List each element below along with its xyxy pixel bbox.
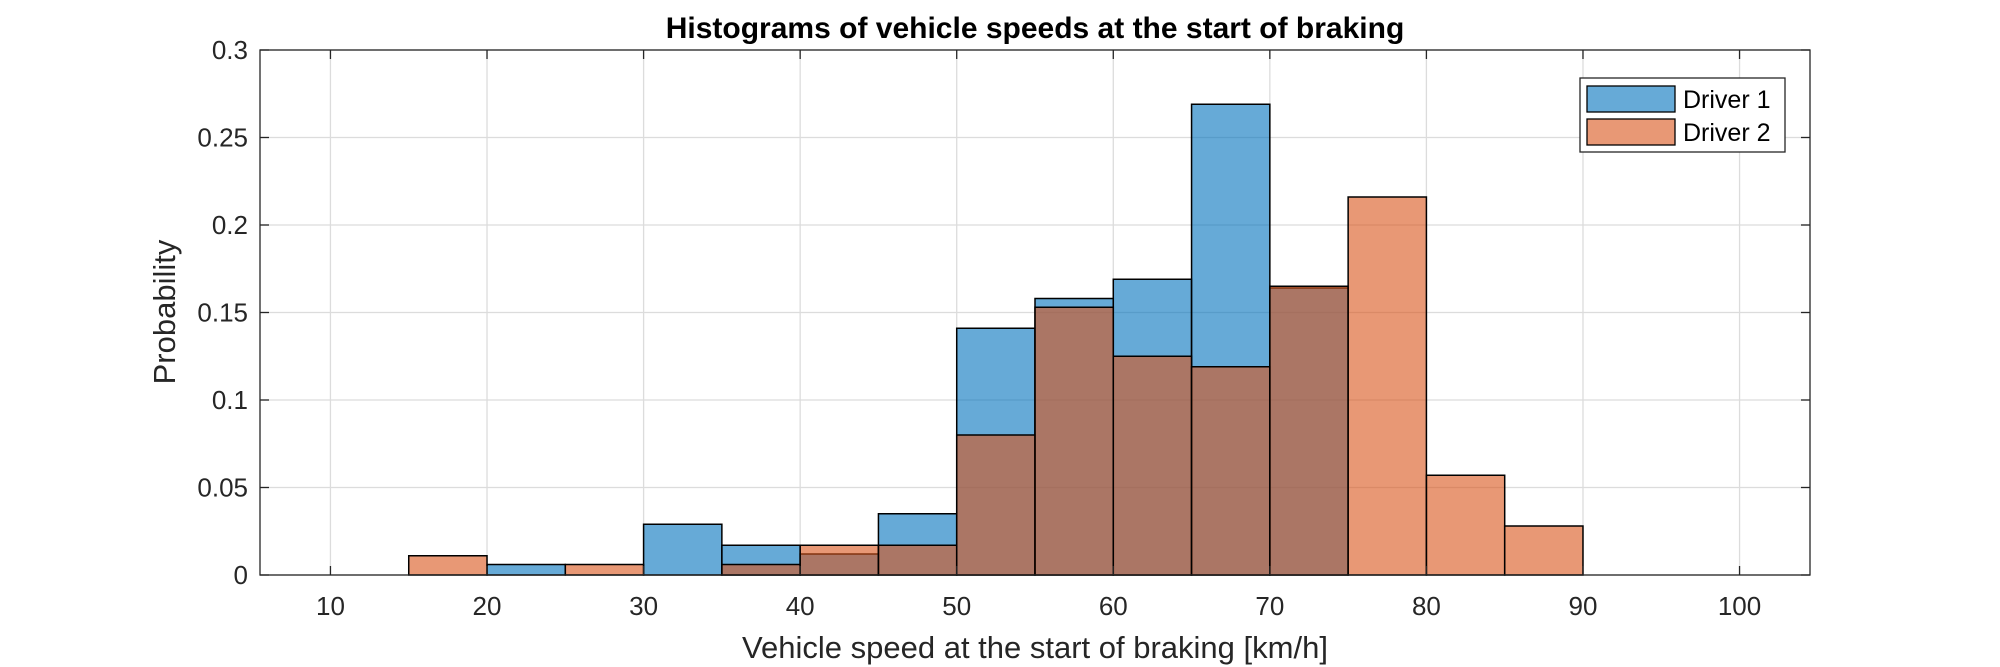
x-tick-label: 100 <box>1718 591 1761 621</box>
chart-title: Histograms of vehicle speeds at the star… <box>666 12 1405 45</box>
histogram-bar <box>486 563 567 576</box>
x-tick-label: 60 <box>1099 591 1128 621</box>
x-tick-label: 70 <box>1255 591 1284 621</box>
histogram-bar <box>564 563 645 576</box>
legend: Driver 1 Driver 2 <box>1579 77 1786 153</box>
x-tick-label: 50 <box>942 591 971 621</box>
histogram-bar <box>1190 366 1271 576</box>
histogram-bar <box>1503 525 1584 576</box>
bars <box>407 103 1584 576</box>
y-tick-label: 0 <box>234 560 248 590</box>
histogram-bar <box>799 544 880 576</box>
x-tick-label: 80 <box>1412 591 1441 621</box>
y-tick-label: 0.2 <box>212 210 248 240</box>
legend-label: Driver 1 <box>1683 86 1771 114</box>
y-tick-label: 0.05 <box>197 473 248 503</box>
histogram-bar <box>721 563 801 576</box>
y-tick-label: 0.1 <box>212 385 248 415</box>
x-tick-label: 90 <box>1569 591 1598 621</box>
histogram-bar <box>407 555 488 576</box>
histogram-bar <box>1347 196 1428 576</box>
y-tick-label: 0.25 <box>197 123 248 153</box>
histogram-bar <box>955 434 1036 576</box>
histogram-bar <box>642 523 723 576</box>
histogram-bar <box>1269 285 1349 576</box>
y-tick-label: 0.15 <box>197 298 248 328</box>
x-tick-label: 10 <box>316 591 345 621</box>
x-tick-label: 20 <box>473 591 502 621</box>
x-tick-label: 30 <box>629 591 658 621</box>
legend-swatch <box>1586 85 1676 113</box>
y-axis-label: Probability <box>147 239 182 384</box>
legend-label: Driver 2 <box>1683 119 1771 147</box>
histogram-bar <box>1425 474 1506 576</box>
histogram-bar <box>1112 355 1193 576</box>
histogram-bar <box>877 544 958 576</box>
x-tick-label: 40 <box>786 591 815 621</box>
series-2-bars <box>407 196 1584 576</box>
x-axis-label: Vehicle speed at the start of braking [k… <box>742 630 1328 665</box>
legend-swatch <box>1586 118 1676 146</box>
histogram-bar <box>1034 306 1115 576</box>
axis-ticks: 10 20 30 40 50 60 70 80 90 100 0 0.05 0.1 0.15 0.2 0.25… <box>197 35 1810 621</box>
y-tick-label: 0.3 <box>212 35 248 65</box>
